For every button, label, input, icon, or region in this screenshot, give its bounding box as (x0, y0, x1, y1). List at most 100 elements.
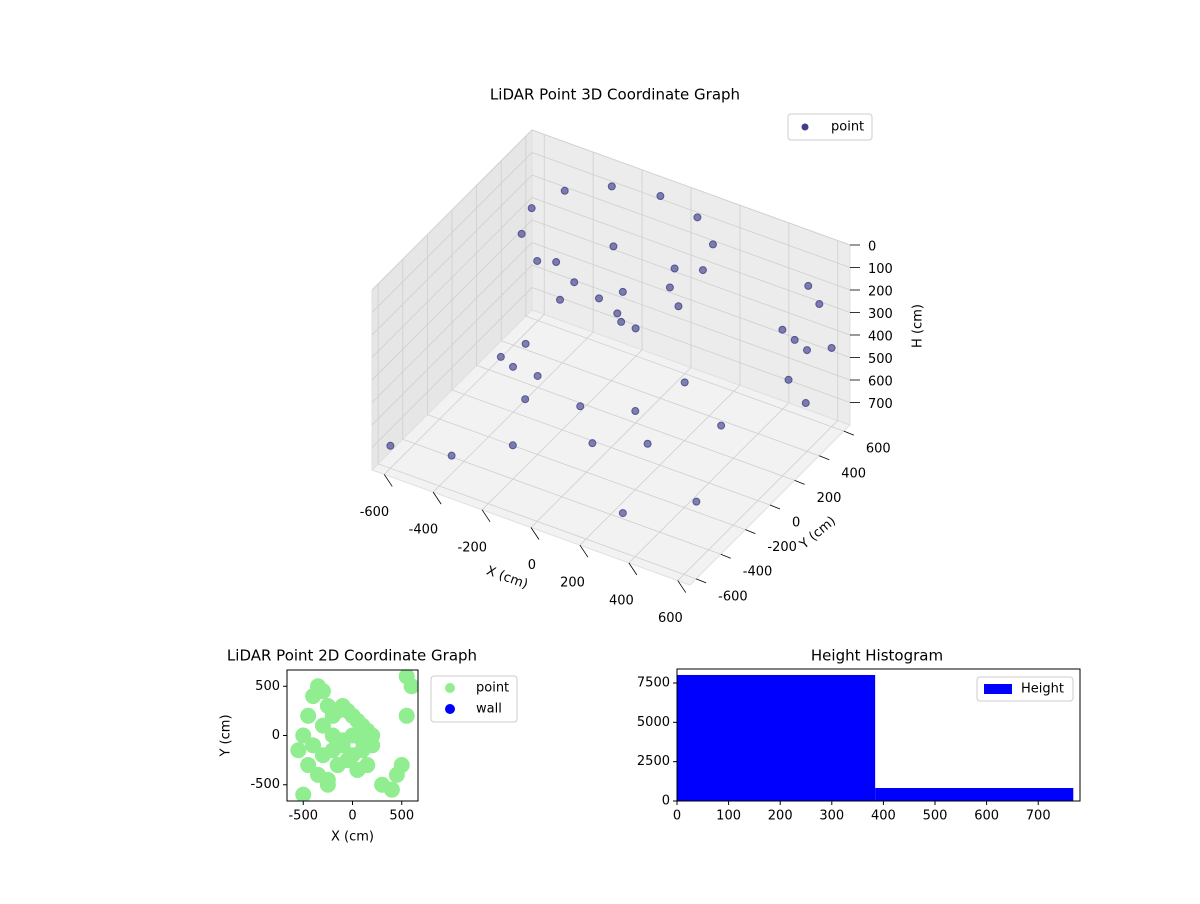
tick-mark (745, 529, 756, 534)
point (521, 395, 530, 404)
point (665, 283, 674, 292)
x-tick-label: -400 (409, 523, 439, 538)
point (790, 335, 799, 344)
y-axis-label: Y (cm) (796, 514, 839, 553)
point (560, 186, 569, 195)
point (692, 497, 701, 506)
point (670, 264, 679, 273)
grid-line (451, 389, 771, 506)
point (656, 192, 665, 201)
y-tick-label: 5000 (637, 715, 670, 730)
point (801, 399, 810, 408)
point (631, 324, 640, 333)
grid-line (531, 174, 851, 291)
point (576, 402, 585, 411)
legend-label: point (476, 681, 509, 696)
y-tick-label: 7500 (637, 676, 670, 691)
y-tick-label: 0 (272, 728, 280, 743)
legend-label: wall (476, 702, 502, 717)
y-tick-label: 0 (662, 794, 670, 809)
point (290, 742, 307, 759)
point (447, 451, 456, 460)
z-tick-label: 100 (868, 262, 893, 277)
point (398, 707, 415, 724)
point (618, 287, 627, 296)
point (595, 294, 603, 303)
point (339, 752, 356, 769)
point (314, 717, 331, 734)
x-tick-label: 600 (658, 611, 683, 626)
point (618, 509, 627, 518)
tick-mark (481, 509, 491, 523)
tick-mark (432, 491, 442, 505)
point (386, 441, 395, 450)
point (295, 727, 312, 744)
x-tick-label: 400 (871, 809, 896, 824)
grid-line (525, 315, 844, 432)
point (556, 295, 565, 304)
y-tick-label: 400 (841, 466, 866, 481)
grid-line (501, 340, 820, 457)
point (815, 300, 824, 309)
grid-line (531, 129, 851, 246)
point (496, 352, 505, 361)
legend-label: Height (1021, 682, 1064, 697)
bar (677, 674, 876, 801)
grid-line (531, 264, 851, 381)
point (552, 258, 561, 267)
point (708, 240, 717, 249)
point (631, 407, 640, 416)
grid-line (371, 152, 533, 313)
x-tick-label: 100 (716, 809, 741, 824)
y-tick-label: 2500 (637, 754, 670, 769)
axes-frame (676, 668, 1081, 802)
z-tick-label: 0 (868, 240, 876, 255)
z-tick-label: 200 (868, 285, 893, 300)
bar (875, 788, 1074, 801)
tick-mark (794, 480, 805, 485)
chart-title: Height Histogram (811, 647, 943, 665)
legend-box (976, 676, 1074, 702)
x-tick-label: -200 (458, 540, 488, 555)
point (305, 737, 322, 754)
point (588, 439, 597, 448)
point (674, 302, 683, 311)
point (607, 182, 616, 191)
grid-line (531, 219, 851, 336)
point (778, 325, 787, 334)
tick-mark (720, 553, 731, 559)
grid-line (378, 463, 697, 580)
grid-line (371, 197, 533, 358)
x-tick-label: 200 (768, 809, 793, 824)
point (804, 281, 813, 290)
x-tick-label: 300 (819, 809, 844, 824)
grid-line (371, 242, 533, 403)
legend-box (787, 113, 873, 141)
x-tick-label: 400 (609, 593, 634, 608)
point (693, 213, 702, 222)
point (521, 339, 530, 348)
y-tick-label: 200 (817, 491, 842, 506)
z-axis-label: H (cm) (911, 304, 926, 348)
z-tick-label: 700 (868, 397, 893, 412)
point (717, 421, 726, 430)
tick-mark (843, 430, 854, 436)
point (784, 375, 793, 384)
grid-line (476, 365, 795, 481)
grid-line (371, 174, 533, 336)
point (354, 732, 371, 749)
x-tick-label: 500 (923, 809, 948, 824)
chart-title: LiDAR Point 2D Coordinate Graph (227, 647, 477, 665)
x-tick-label: 700 (1026, 809, 1051, 824)
grid-line (371, 219, 533, 381)
grid-line (531, 197, 851, 313)
z-tick-label: 300 (868, 307, 893, 322)
y-tick-label: 600 (866, 442, 891, 457)
point (609, 242, 618, 251)
point (300, 707, 317, 724)
point (393, 757, 410, 774)
x-tick-label: 600 (974, 809, 999, 824)
tick-mark (819, 455, 830, 461)
tick-mark (696, 578, 707, 584)
